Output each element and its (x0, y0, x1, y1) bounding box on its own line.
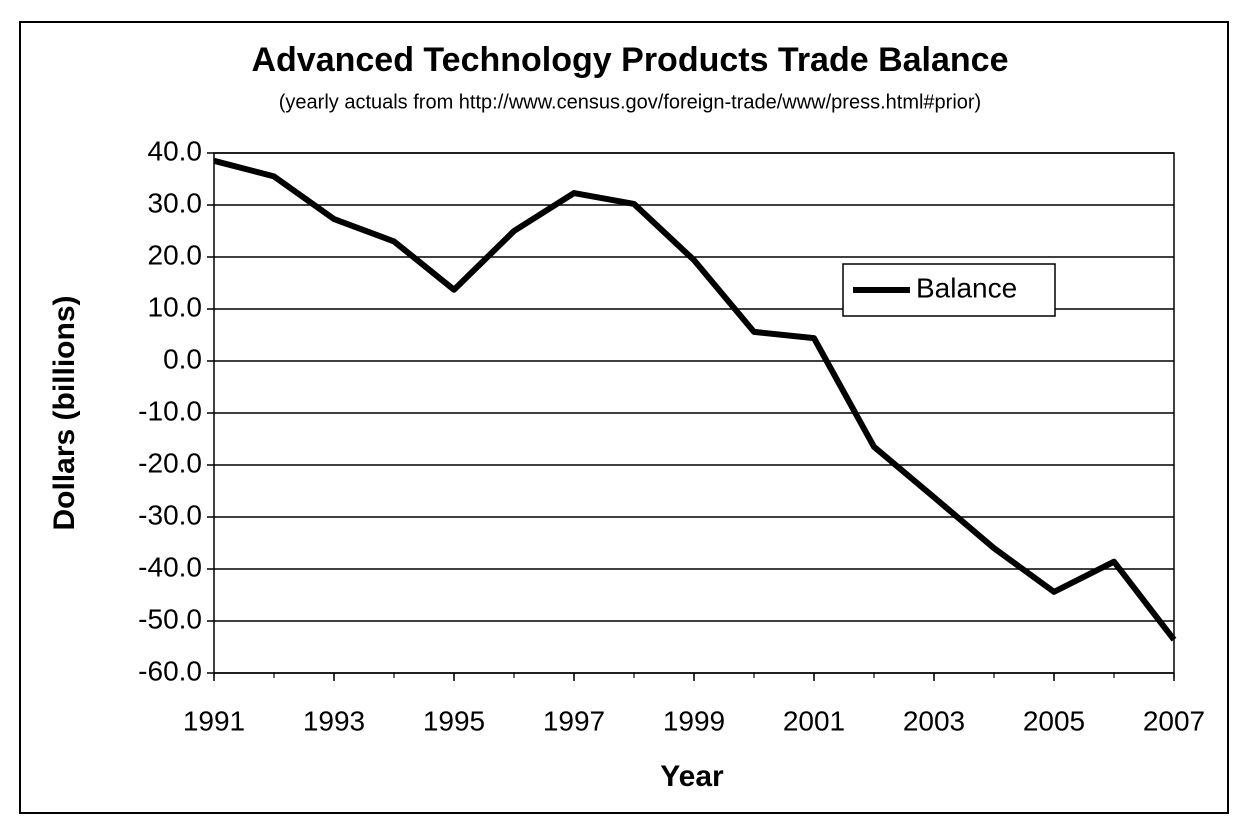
legend-label: Balance (916, 272, 1017, 303)
x-tick-label: 1993 (303, 705, 365, 736)
x-tick-label: 2001 (783, 705, 845, 736)
y-tick-label: -60.0 (138, 655, 202, 686)
y-axis-label: Dollars (billions) (48, 295, 81, 530)
x-tick-label: 1991 (183, 705, 245, 736)
chart-title: Advanced Technology Products Trade Balan… (251, 41, 1008, 79)
y-tick-label: -40.0 (138, 551, 202, 582)
y-tick-label: 30.0 (148, 187, 203, 218)
y-tick-label: 0.0 (163, 343, 202, 374)
x-tick-label: 2003 (903, 705, 965, 736)
x-tick-label: 1995 (423, 705, 485, 736)
y-tick-label: -30.0 (138, 499, 202, 530)
x-tick-label: 2007 (1143, 705, 1205, 736)
x-tick-label: 1999 (663, 705, 725, 736)
x-axis-label: Year (660, 760, 724, 793)
x-tick-label: 1997 (543, 705, 605, 736)
data-line (213, 157, 1177, 642)
y-tick-label: -10.0 (138, 395, 202, 426)
y-tick-label: 40.0 (148, 135, 203, 166)
y-tick-label: 20.0 (148, 239, 203, 270)
y-tick-label: -20.0 (138, 447, 202, 478)
y-tick-label: 10.0 (148, 291, 203, 322)
x-tick-label: 2005 (1023, 705, 1085, 736)
y-tick-label: -50.0 (138, 603, 202, 634)
chart-subtitle: (yearly actuals from http://www.census.g… (279, 91, 981, 113)
